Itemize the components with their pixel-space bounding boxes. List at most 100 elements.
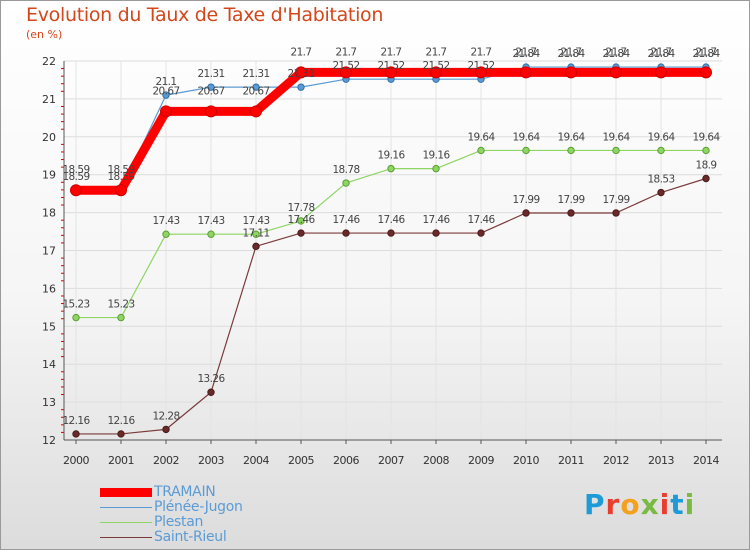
data-point bbox=[430, 66, 442, 79]
proxiti-logo: Proxiti bbox=[584, 488, 695, 521]
data-label: 18.9 bbox=[696, 159, 717, 171]
x-tick-label: 2004 bbox=[243, 454, 269, 467]
data-point bbox=[522, 146, 530, 155]
data-label: 18.59 bbox=[107, 171, 134, 183]
data-point bbox=[162, 91, 170, 99]
data-point bbox=[432, 229, 440, 237]
data-point bbox=[432, 164, 440, 173]
data-point bbox=[702, 174, 710, 183]
data-label: 12.16 bbox=[62, 415, 90, 427]
data-point bbox=[520, 66, 532, 79]
data-label: 21.52 bbox=[377, 60, 404, 72]
data-label: 21.84 bbox=[692, 48, 720, 60]
y-tick-label: 12 bbox=[42, 434, 56, 447]
data-label: 21.31 bbox=[197, 68, 224, 80]
data-label: 21.52 bbox=[467, 60, 494, 72]
data-label: 20.67 bbox=[197, 85, 224, 97]
data-point bbox=[657, 146, 665, 155]
data-label: 17.46 bbox=[287, 214, 315, 226]
data-label: 17.46 bbox=[422, 214, 450, 226]
y-tick-label: 19 bbox=[42, 169, 56, 182]
data-label: 18.78 bbox=[332, 164, 359, 176]
y-tick-label: 22 bbox=[42, 55, 56, 68]
data-label: 17.99 bbox=[512, 194, 539, 206]
data-point bbox=[207, 388, 215, 396]
data-label: 19.64 bbox=[602, 131, 630, 143]
x-tick-label: 2003 bbox=[198, 454, 224, 467]
data-point bbox=[252, 83, 260, 91]
data-label: 21.7 bbox=[426, 46, 447, 58]
legend-swatch-tramain bbox=[100, 488, 152, 497]
x-tick-label: 2008 bbox=[423, 454, 449, 467]
data-label: 17.43 bbox=[152, 215, 179, 227]
x-tick-label: 2013 bbox=[648, 454, 674, 467]
logo-letter: t bbox=[670, 488, 685, 521]
data-label: 21.7 bbox=[516, 46, 537, 58]
x-tick-label: 2011 bbox=[558, 454, 584, 467]
data-label: 17.43 bbox=[242, 215, 269, 227]
y-tick-label: 17 bbox=[42, 245, 56, 258]
data-label: 19.16 bbox=[422, 150, 450, 162]
data-label: 19.64 bbox=[557, 131, 585, 143]
data-point bbox=[207, 230, 215, 238]
data-point bbox=[297, 229, 305, 237]
data-label: 17.78 bbox=[287, 202, 314, 214]
logo-letter: i bbox=[659, 488, 671, 521]
data-label: 13.26 bbox=[197, 373, 225, 385]
data-point bbox=[475, 66, 487, 79]
data-label: 21.84 bbox=[602, 48, 630, 60]
y-tick-label: 14 bbox=[42, 358, 56, 371]
data-label: 21.84 bbox=[512, 48, 540, 60]
x-tick-label: 2002 bbox=[153, 454, 179, 467]
data-label: 21.31 bbox=[287, 68, 314, 80]
data-point bbox=[250, 105, 262, 118]
y-tick-label: 16 bbox=[42, 282, 56, 295]
x-tick-label: 2009 bbox=[468, 454, 494, 467]
logo-letter: o bbox=[620, 488, 641, 521]
data-point bbox=[162, 425, 170, 434]
data-label: 21.7 bbox=[291, 46, 312, 58]
data-point bbox=[655, 66, 667, 79]
x-tick-label: 2006 bbox=[333, 454, 359, 467]
data-label: 21.7 bbox=[651, 46, 672, 58]
data-label: 17.99 bbox=[602, 194, 629, 206]
logo-letter: r bbox=[605, 488, 621, 521]
data-label: 19.64 bbox=[467, 131, 495, 143]
data-point bbox=[207, 83, 215, 91]
data-label: 21.31 bbox=[242, 68, 269, 80]
data-label: 21.7 bbox=[336, 46, 357, 58]
data-point bbox=[567, 146, 575, 155]
legend-label-tramain: TRAMAIN bbox=[154, 484, 216, 500]
data-point bbox=[700, 66, 712, 79]
data-point bbox=[522, 209, 530, 217]
data-point bbox=[612, 146, 620, 155]
chart-unit-label: (en %) bbox=[26, 28, 63, 41]
data-point bbox=[295, 66, 307, 79]
data-label: 17.43 bbox=[197, 215, 224, 227]
data-point bbox=[72, 313, 80, 322]
data-label: 21.84 bbox=[557, 48, 585, 60]
data-label: 17.46 bbox=[467, 214, 495, 226]
data-point bbox=[477, 229, 485, 237]
data-label: 19.64 bbox=[647, 131, 675, 143]
data-point bbox=[117, 430, 125, 438]
data-point bbox=[115, 184, 127, 197]
data-point bbox=[70, 184, 82, 197]
data-label: 19.16 bbox=[377, 150, 405, 162]
data-point bbox=[610, 66, 622, 79]
data-point bbox=[252, 242, 260, 251]
data-label: 19.64 bbox=[512, 131, 540, 143]
legend-label-saint-rieul: Saint-Rieul bbox=[154, 529, 227, 545]
data-point bbox=[340, 66, 352, 79]
data-point bbox=[657, 188, 665, 197]
data-point bbox=[387, 164, 395, 173]
y-tick-label: 15 bbox=[42, 320, 56, 333]
data-label: 12.28 bbox=[152, 410, 179, 422]
data-label: 17.46 bbox=[377, 214, 405, 226]
logo-letter: i bbox=[684, 488, 696, 521]
data-point bbox=[702, 146, 710, 155]
data-point bbox=[160, 105, 172, 118]
data-point bbox=[342, 229, 350, 237]
